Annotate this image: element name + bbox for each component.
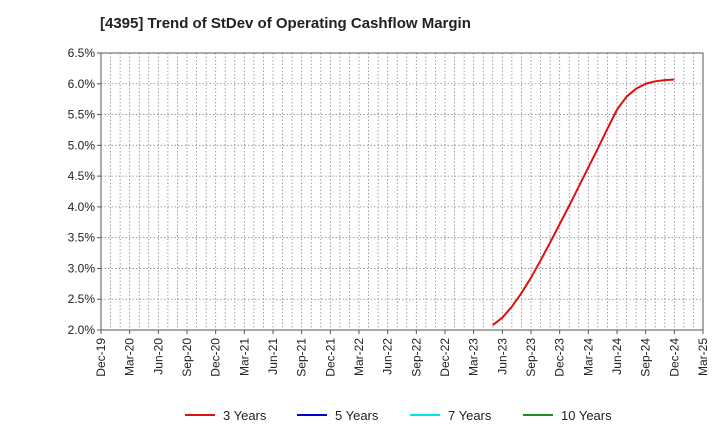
y-tick-label: 4.0%: [68, 200, 96, 214]
x-tick-label: Jun-22: [381, 338, 395, 375]
x-tick-label: Jun-24: [610, 338, 624, 375]
chart-title: [4395] Trend of StDev of Operating Cashf…: [100, 15, 471, 32]
legend-label-5-years: 5 Years: [335, 408, 379, 423]
y-tick-label: 2.5%: [68, 292, 96, 306]
x-tick-label: Dec-22: [438, 338, 452, 377]
x-tick-label: Sep-23: [524, 338, 538, 377]
y-tick-label: 3.5%: [68, 231, 96, 245]
x-tick-label: Sep-20: [180, 338, 194, 377]
x-tick-label: Mar-22: [352, 338, 366, 376]
plot-frame: [100, 52, 704, 331]
x-tick-label: Sep-21: [295, 338, 309, 377]
x-tick-label: Dec-19: [94, 338, 108, 377]
x-tick-label: Dec-20: [209, 338, 223, 377]
y-tick-label: 4.5%: [68, 169, 96, 183]
x-tick-label: Mar-20: [123, 338, 137, 376]
x-tick-label: Jun-20: [151, 338, 165, 375]
x-tick-label: Jun-23: [495, 338, 509, 375]
legend-label-3-years: 3 Years: [223, 408, 267, 423]
y-tick-label: 5.5%: [68, 108, 96, 122]
y-tick-label: 2.0%: [68, 323, 96, 337]
series-line-3-years: [492, 78, 675, 326]
x-tick-label: Sep-24: [639, 338, 653, 377]
plot-area: [101, 53, 703, 330]
x-tick-label: Dec-24: [667, 338, 681, 377]
x-tick-label: Mar-25: [696, 338, 710, 376]
legend-label-7-years: 7 Years: [448, 408, 492, 423]
x-tick-label: Jun-21: [266, 338, 280, 375]
x-tick-label: Dec-21: [323, 338, 337, 377]
y-tick-label: 6.5%: [68, 46, 96, 60]
x-tick-label: Mar-21: [237, 338, 251, 376]
y-tick-label: 6.0%: [68, 77, 96, 91]
legend-label-10-years: 10 Years: [561, 408, 612, 423]
y-tick-label: 3.0%: [68, 261, 96, 275]
x-tick-label: Dec-23: [553, 338, 567, 377]
x-tick-label: Mar-24: [581, 338, 595, 376]
x-tick-label: Sep-22: [409, 338, 423, 377]
y-tick-label: 5.0%: [68, 138, 96, 152]
x-tick-label: Mar-23: [467, 338, 481, 376]
